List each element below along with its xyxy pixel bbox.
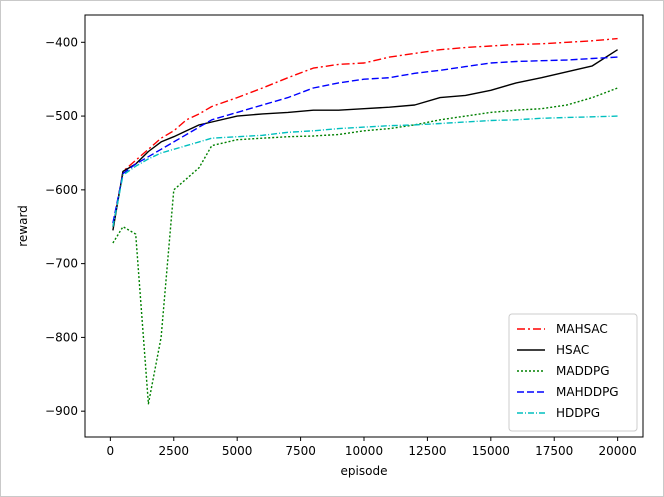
legend: MAHSAC HSAC MADDPG MAHDDPG HDDPG [508,313,638,432]
plot-lines [112,37,618,405]
series-line-hddpg [112,115,618,227]
x-tick-label: 12500 [408,444,446,458]
series-line-hsac [112,49,618,231]
legend-box [508,313,638,432]
y-tick-label: −800 [45,330,78,344]
y-tick-label: −500 [45,109,78,123]
legend-label: MAHSAC [556,322,608,336]
x-tick-label: 20000 [599,444,637,458]
y-tick-label: −700 [45,257,78,271]
x-tick-label: 0 [107,444,115,458]
legend-label: MAHDDPG [556,385,619,399]
x-tick-label: 15000 [472,444,510,458]
series-line-mahddpg [112,56,618,224]
y-axis-label: reward [16,205,30,247]
y-axis: −900 −800 −700 −600 −500 −400 [45,35,85,418]
x-axis-label: episode [341,464,388,478]
y-tick-label: −900 [45,404,78,418]
x-tick-label: 5000 [222,444,253,458]
series-line-maddpg [112,87,618,405]
x-tick-label: 10000 [345,444,383,458]
legend-label: HSAC [556,343,589,357]
x-tick-label: 7500 [285,444,316,458]
legend-label: HDDPG [556,406,600,420]
legend-label: MADDPG [556,364,610,378]
x-axis: 0 2500 5000 7500 10000 12500 15000 17500 20000 [107,437,637,458]
x-tick-label: 17500 [535,444,573,458]
x-tick-label: 2500 [158,444,189,458]
y-tick-label: −400 [45,35,78,49]
y-tick-label: −600 [45,183,78,197]
series-line-mahsac [112,37,618,227]
